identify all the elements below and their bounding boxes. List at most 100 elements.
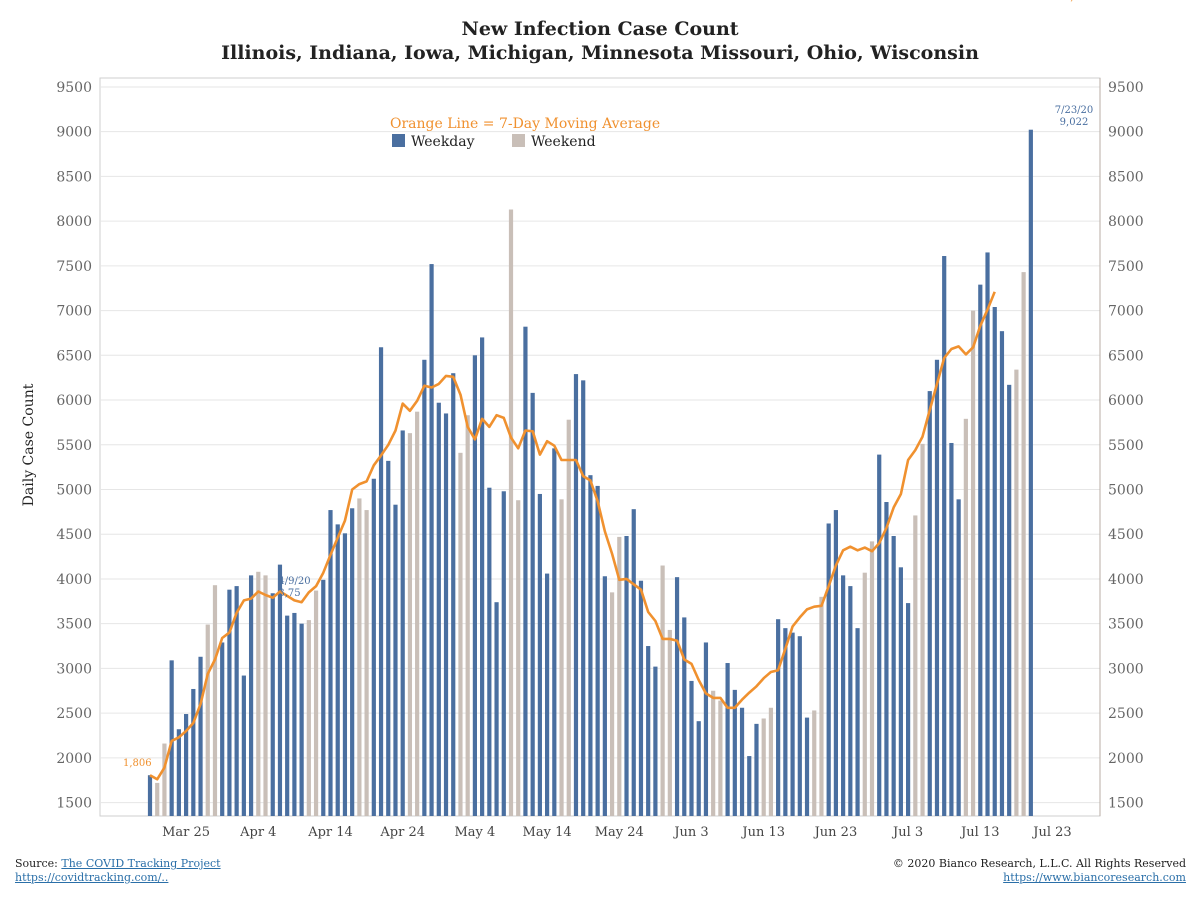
source-prefix: Source: (15, 857, 58, 870)
legend-label-weekday: Weekday (411, 134, 475, 150)
y-tick-label-left: 2500 (56, 706, 92, 722)
annotation-jul23-date: 7/23/20 (1055, 105, 1094, 116)
bar (978, 284, 983, 816)
y-tick-label-right: 6500 (1108, 348, 1144, 364)
y-tick-label-right: 4000 (1108, 572, 1144, 588)
x-tick-label: May 14 (523, 825, 572, 840)
bar (364, 510, 369, 816)
bar (927, 391, 932, 816)
bar (443, 413, 449, 816)
legend-swatch-weekend (512, 134, 525, 147)
bar (147, 775, 153, 816)
bar (891, 536, 896, 816)
bar (248, 575, 254, 816)
bar (682, 617, 687, 816)
bar (689, 680, 694, 816)
bar (458, 452, 463, 816)
bar (999, 331, 1005, 816)
source-link[interactable]: The COVID Tracking Project (61, 857, 221, 870)
bar (768, 707, 774, 816)
bar (436, 402, 441, 816)
bar (451, 373, 456, 816)
bar (494, 602, 499, 816)
bar (595, 485, 600, 816)
bar (169, 660, 174, 816)
y-tick-label-left: 8500 (56, 169, 92, 185)
bar (660, 565, 665, 816)
bar (212, 585, 218, 816)
bar (241, 675, 246, 816)
y-tick-label-right: 6000 (1108, 393, 1144, 409)
axis-layer: 1500 1500 2000 2000 2500 2500 3000 3000 3500 3500… (56, 78, 1144, 840)
bar (162, 743, 167, 816)
bar (191, 688, 196, 816)
bar (342, 533, 348, 816)
bar (393, 504, 398, 816)
y-tick-label-right: 7500 (1108, 259, 1144, 275)
y-tick-label-left: 4500 (56, 527, 92, 543)
bar (934, 359, 940, 816)
x-tick-label: Apr 4 (239, 825, 276, 840)
bar (516, 500, 521, 816)
x-tick-label: May 4 (454, 825, 495, 840)
bar (725, 663, 730, 816)
bar (812, 710, 817, 816)
bar (833, 510, 838, 816)
x-tick-label: Jul 3 (891, 825, 923, 840)
bar (328, 510, 333, 816)
bar (270, 593, 275, 816)
bar (602, 576, 607, 816)
bar (754, 723, 759, 816)
bar (855, 628, 860, 816)
annotation-jul23-ma: 7,210 (1064, 0, 1093, 3)
bar (480, 337, 485, 816)
y-tick-label-right: 7000 (1108, 304, 1144, 320)
x-tick-label: Mar 25 (162, 825, 210, 840)
y-tick-label-right: 1500 (1108, 796, 1144, 812)
bar (920, 443, 925, 816)
bar (350, 508, 355, 816)
bar (992, 307, 997, 816)
legend-swatch-weekday (392, 134, 405, 147)
y-tick-label-left: 7000 (56, 304, 92, 320)
bar (826, 523, 831, 816)
bar (776, 619, 781, 816)
site-url-link[interactable]: https://www.biancoresearch.com (1003, 871, 1186, 884)
bar (472, 355, 477, 816)
y-tick-label-left: 3000 (56, 661, 92, 677)
bar (653, 666, 658, 816)
bar (205, 624, 210, 816)
bar (523, 326, 528, 816)
bar (545, 573, 550, 816)
annotation-start-ma: 1,806 (123, 758, 152, 769)
y-tick-label-left: 9000 (56, 125, 92, 141)
annotation-jul23-value: 9,022 (1060, 117, 1089, 128)
y-tick-label-right: 2000 (1108, 751, 1144, 767)
legend-title: Orange Line = 7-Day Moving Average (390, 116, 660, 132)
bar (718, 700, 723, 816)
bar (299, 623, 304, 816)
grid-layer (100, 86, 1100, 804)
y-tick-label-right: 9500 (1108, 80, 1144, 96)
bar (285, 615, 290, 816)
y-tick-label-left: 3500 (56, 617, 92, 633)
bar (667, 629, 672, 816)
y-axis-label: Daily Case Count (21, 383, 37, 506)
y-tick-label-right: 3500 (1108, 617, 1144, 633)
bar (400, 430, 405, 816)
bar (357, 498, 362, 816)
bar (646, 646, 651, 816)
annotations: 1,806 4/9/203,75 7/23/209,022 7,210 (123, 0, 1093, 769)
y-tick-label-right: 2500 (1108, 706, 1144, 722)
bar (1007, 384, 1012, 816)
bar (747, 756, 752, 816)
bar (906, 603, 911, 816)
bar (234, 586, 239, 816)
bar (335, 524, 340, 816)
bar (985, 252, 990, 816)
source-url-link[interactable]: https://covidtracking.com/.. (15, 871, 169, 884)
y-tick-label-left: 9500 (56, 80, 92, 96)
legend-label-weekend: Weekend (531, 134, 596, 150)
x-tick-label: Jul 13 (959, 825, 999, 840)
